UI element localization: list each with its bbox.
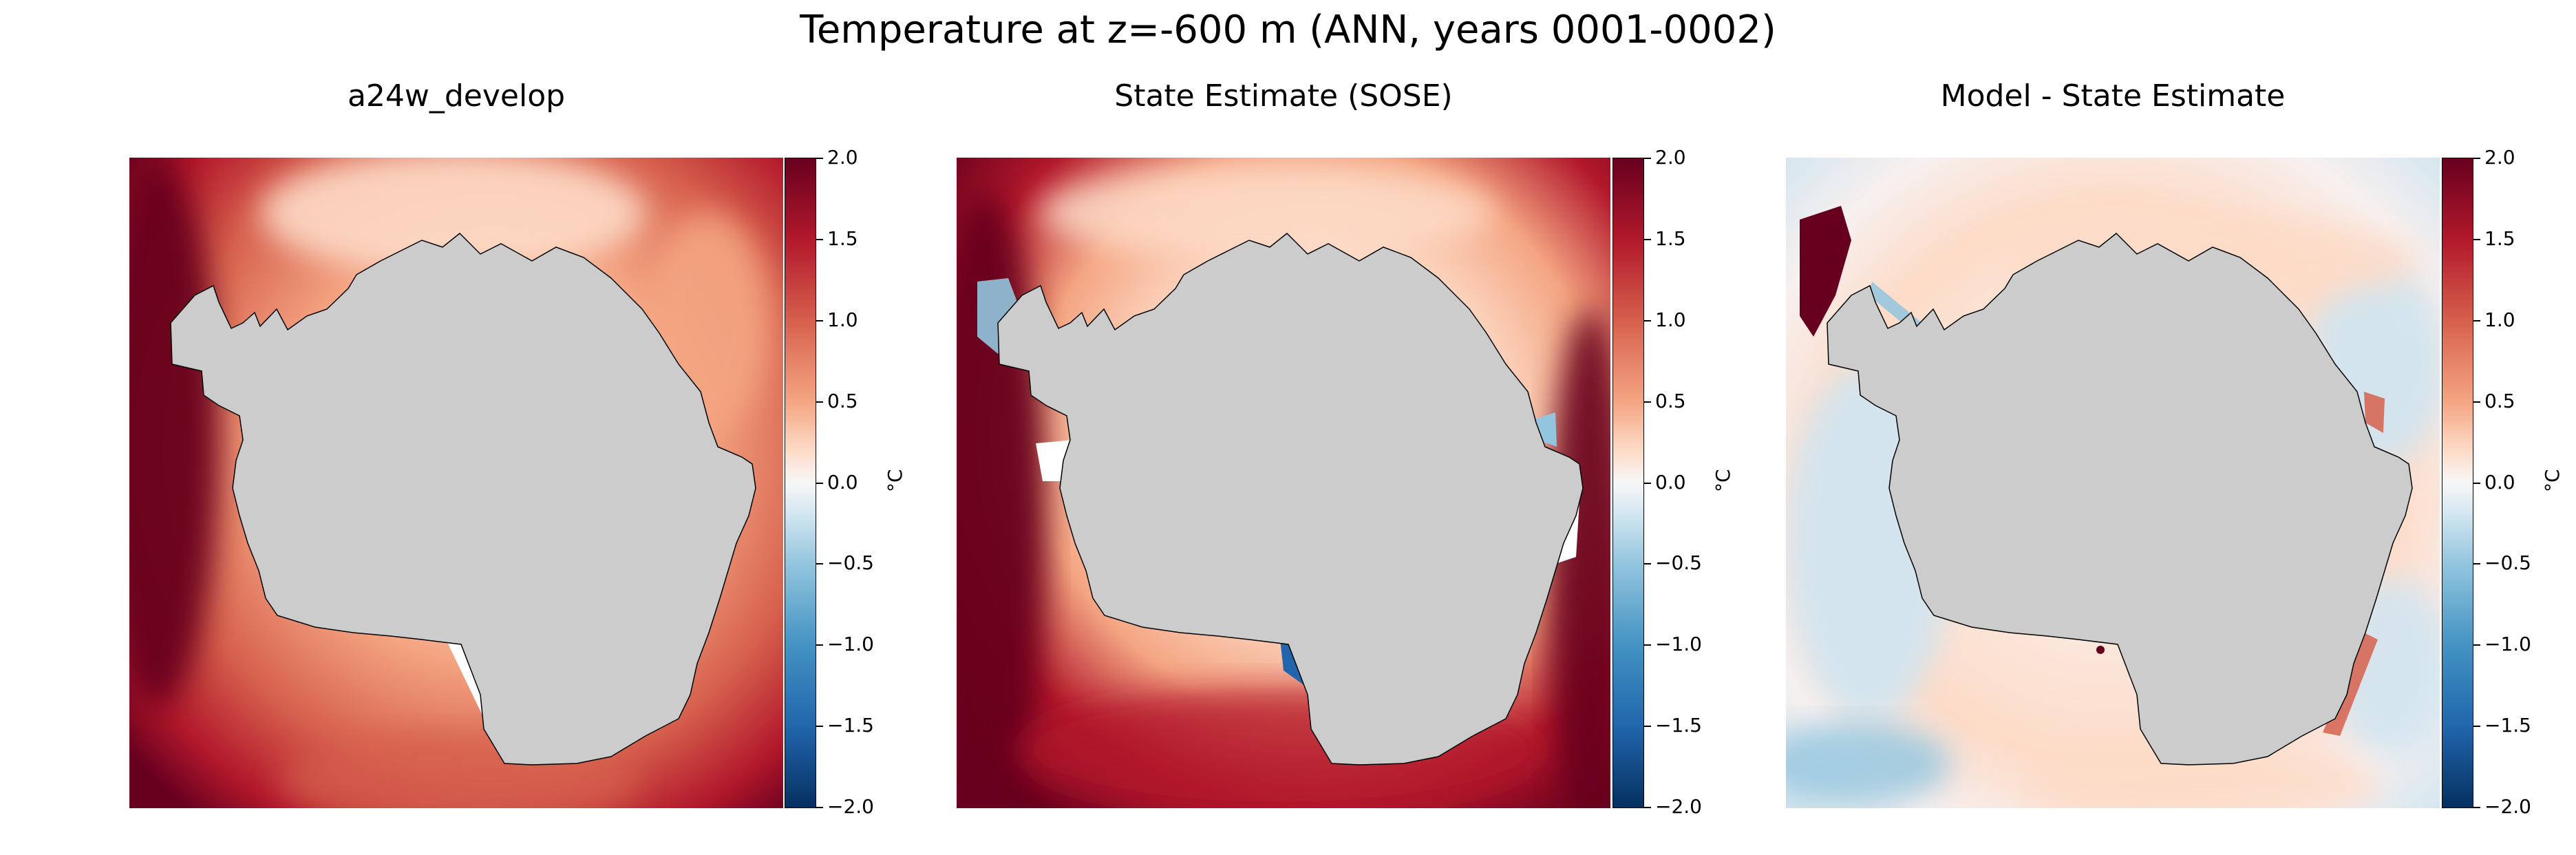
colorbar-tick-label: 1.5 (2484, 227, 2515, 250)
colorbar-tick-label: 1.0 (1655, 308, 1686, 331)
colorbar-tick (2473, 726, 2480, 727)
colorbar-tick-label: 0.0 (1655, 471, 1686, 494)
colorbar-tick-label: −0.5 (2484, 551, 2531, 574)
colorbar-tick (2473, 239, 2480, 240)
colorbar-unit-difference: °C (2541, 469, 2564, 492)
colorbar-tick (1644, 401, 1651, 403)
colorbar-tick (816, 807, 823, 808)
colorbar-tick-label: −1.0 (827, 633, 874, 655)
cold-anomaly (977, 278, 1019, 354)
colorbar-tick (1644, 807, 1651, 808)
colorbar-tick (2473, 807, 2480, 808)
colorbar-tick-label: −2.0 (1655, 795, 1702, 818)
colorbar-tick (1644, 239, 1651, 240)
colorbar-tick (1644, 563, 1651, 564)
colorbar-tick-label: 0.0 (827, 471, 858, 494)
colorbar-tick (1644, 158, 1651, 159)
panel-title-model: a24w_develop (347, 78, 566, 114)
colorbar-tick-label: −2.0 (827, 795, 874, 818)
figure-title: Temperature at z=-600 m (ANN, years 0001… (800, 8, 1776, 52)
colorbar-tick-label: 1.0 (2484, 308, 2515, 331)
warm-anomaly (2364, 392, 2385, 433)
warm-pale-region (1039, 165, 1493, 261)
colorbar-tick-label: 0.5 (827, 390, 858, 412)
antarctica-land (1827, 232, 2413, 766)
map-panel-state-estimate (957, 158, 1610, 808)
colorbar-unit-model: °C (884, 469, 906, 492)
colorbar-tick-label: 1.5 (1655, 227, 1686, 250)
colorbar-tick-label: 0.5 (2484, 390, 2515, 412)
colorbar-tick (816, 726, 823, 727)
panel-title-difference: Model - State Estimate (1940, 78, 2286, 114)
colorbar-difference: 2.0 1.5 1.0 0.5 0.0 −0.5 −1.0 −1.5 −2.0 (2442, 147, 2531, 818)
heatmap-state-estimate (957, 158, 1610, 808)
colorbar-model: 2.0 1.5 1.0 0.5 0.0 −0.5 −1.0 −1.5 −2.0 (785, 147, 874, 818)
colorbar-tick-label: 0.5 (1655, 390, 1686, 412)
colorbar-tick-label: 2.0 (827, 146, 858, 169)
colorbar-tick (816, 239, 823, 240)
colorbar-tick (816, 320, 823, 321)
colorbar-tick (2473, 563, 2480, 564)
colorbar-tick (2473, 644, 2480, 646)
map-panel-difference (1786, 158, 2440, 808)
colorbar-tick-label: 1.5 (827, 227, 858, 250)
colorbar-tick-label: −1.5 (827, 714, 874, 737)
colorbar-state-estimate: 2.0 1.5 1.0 0.5 0.0 −0.5 −1.0 −1.5 −2.0 (1612, 147, 1702, 818)
map-panel-model (129, 158, 783, 808)
colorbar-gradient (1612, 158, 1644, 808)
colorbar-tick-label: −1.5 (1655, 714, 1702, 737)
heatmap-model (129, 158, 783, 808)
colorbar-tick (816, 401, 823, 403)
colorbar-unit-state-estimate: °C (1712, 469, 1734, 492)
cool-difference-region (1786, 722, 1951, 805)
colorbar-tick (2473, 401, 2480, 403)
colorbar-tick (816, 483, 823, 484)
colorbar-tick (816, 158, 823, 159)
warm-pale-region (260, 158, 646, 275)
colorbar-tick (2473, 483, 2480, 484)
colorbar-tick-label: 2.0 (2484, 146, 2515, 169)
colorbar-tick (1644, 320, 1651, 321)
colorbar-tick (816, 644, 823, 646)
panel-title-state-estimate: State Estimate (SOSE) (1114, 78, 1453, 114)
colorbar-tick-label: −1.5 (2484, 714, 2531, 737)
warm-east-region (1548, 309, 1610, 808)
colorbar-tick-label: −1.0 (2484, 633, 2531, 655)
colorbar-tick (2473, 158, 2480, 159)
colorbar-tick (2473, 320, 2480, 321)
colorbar-gradient (785, 158, 816, 808)
colorbar-gradient (2442, 158, 2473, 808)
antarctica-land (997, 232, 1584, 766)
colorbar-tick-label: 0.0 (2484, 471, 2515, 494)
colorbar-tick-label: 2.0 (1655, 146, 1686, 169)
colorbar-tick-label: 1.0 (827, 308, 858, 331)
colorbar-tick-label: −2.0 (2484, 795, 2531, 818)
colorbar-tick (1644, 726, 1651, 727)
warm-anomaly-point (2096, 646, 2105, 654)
colorbar-tick (816, 563, 823, 564)
colorbar-tick-label: −0.5 (1655, 551, 1702, 574)
colorbar-tick-label: −1.0 (1655, 633, 1702, 655)
colorbar-tick-label: −0.5 (827, 551, 874, 574)
heatmap-difference (1786, 158, 2440, 808)
colorbar-tick (1644, 483, 1651, 484)
warm-difference-region (2020, 743, 2378, 808)
colorbar-tick (1644, 644, 1651, 646)
strong-warm-anomaly (1800, 206, 1851, 337)
antarctica-land (170, 232, 756, 766)
